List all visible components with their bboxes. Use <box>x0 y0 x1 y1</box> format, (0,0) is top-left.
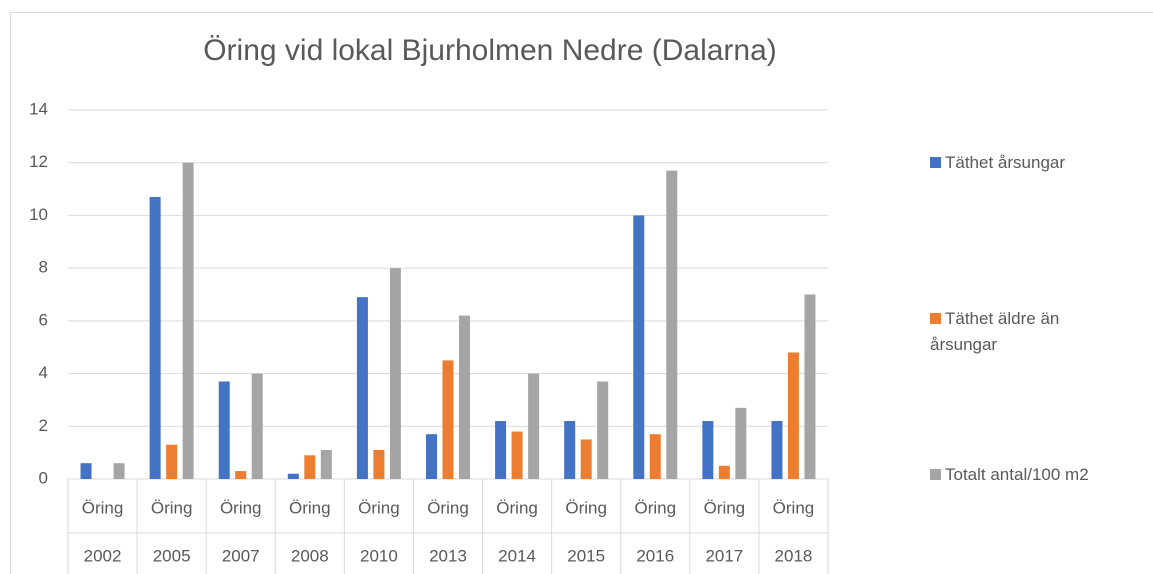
y-tick-label: 10 <box>29 205 48 224</box>
x-tick-label: Öring <box>565 498 607 517</box>
bar <box>166 444 178 479</box>
x-tick-label: Öring <box>82 498 124 517</box>
x-tick-label: Öring <box>220 498 262 517</box>
bar <box>235 471 247 479</box>
x-tick-label: Öring <box>151 498 193 517</box>
legend-label: Täthet äldre än årsungar <box>930 309 1060 354</box>
x-tick-label: 2014 <box>498 546 536 565</box>
bar <box>149 196 161 479</box>
bar <box>320 450 332 479</box>
bar <box>113 463 125 479</box>
bar <box>633 215 645 479</box>
bar <box>702 421 714 479</box>
x-tick-label: 2013 <box>429 546 467 565</box>
legend-swatch <box>930 157 941 168</box>
x-tick-label: Öring <box>634 498 676 517</box>
x-tick-label: 2010 <box>360 546 398 565</box>
bar <box>304 455 316 479</box>
y-tick-label: 6 <box>39 310 48 329</box>
chart-border <box>10 12 1153 574</box>
bar <box>804 294 816 479</box>
bar <box>80 463 92 479</box>
bar <box>442 360 454 479</box>
bar <box>459 315 470 479</box>
bar <box>771 421 783 479</box>
x-tick-label: Öring <box>496 498 538 517</box>
x-tick-label: 2015 <box>567 546 605 565</box>
bar <box>218 381 230 479</box>
bar <box>356 297 368 479</box>
y-tick-label: 12 <box>29 152 48 171</box>
bar <box>649 434 661 479</box>
bar <box>718 465 730 479</box>
bar <box>735 407 747 479</box>
x-tick-label: 2008 <box>291 546 329 565</box>
y-tick-label: 2 <box>39 416 48 435</box>
bar <box>495 421 507 479</box>
x-tick-label: Öring <box>704 498 746 517</box>
y-tick-label: 0 <box>39 468 48 487</box>
bar <box>287 473 299 479</box>
y-tick-label: 14 <box>29 99 48 118</box>
bar <box>597 381 609 479</box>
legend-entry: Totalt antal/100 m2 <box>930 462 1130 488</box>
bar <box>787 352 799 479</box>
x-tick-label: 2005 <box>153 546 191 565</box>
x-tick-label: 2018 <box>775 546 813 565</box>
bar <box>251 373 263 479</box>
legend-label: Totalt antal/100 m2 <box>945 465 1089 484</box>
legend-swatch <box>930 313 941 324</box>
bar <box>373 450 385 479</box>
legend-swatch <box>930 469 941 480</box>
legend-entry: Täthet äldre än årsungar <box>930 306 1130 358</box>
x-tick-label: 2016 <box>636 546 674 565</box>
x-tick-label: 2002 <box>84 546 122 565</box>
chart-title: Öring vid lokal Bjurholmen Nedre (Dalarn… <box>203 34 777 67</box>
x-tick-label: Öring <box>358 498 400 517</box>
bar <box>666 170 678 479</box>
bar <box>528 373 540 479</box>
x-tick-label: Öring <box>773 498 815 517</box>
bar <box>426 434 437 479</box>
legend-entry: Täthet årsungar <box>930 150 1130 176</box>
x-tick-label: Öring <box>427 498 469 517</box>
bar <box>564 421 576 479</box>
bar <box>580 439 592 479</box>
x-tick-label: Öring <box>289 498 331 517</box>
y-tick-label: 4 <box>39 363 48 382</box>
y-tick-label: 8 <box>39 258 48 277</box>
bar <box>389 268 401 479</box>
legend-label: Täthet årsungar <box>945 153 1066 172</box>
bar <box>511 431 523 479</box>
bar <box>182 162 194 479</box>
x-tick-label: 2017 <box>705 546 743 565</box>
x-tick-label: 2007 <box>222 546 260 565</box>
